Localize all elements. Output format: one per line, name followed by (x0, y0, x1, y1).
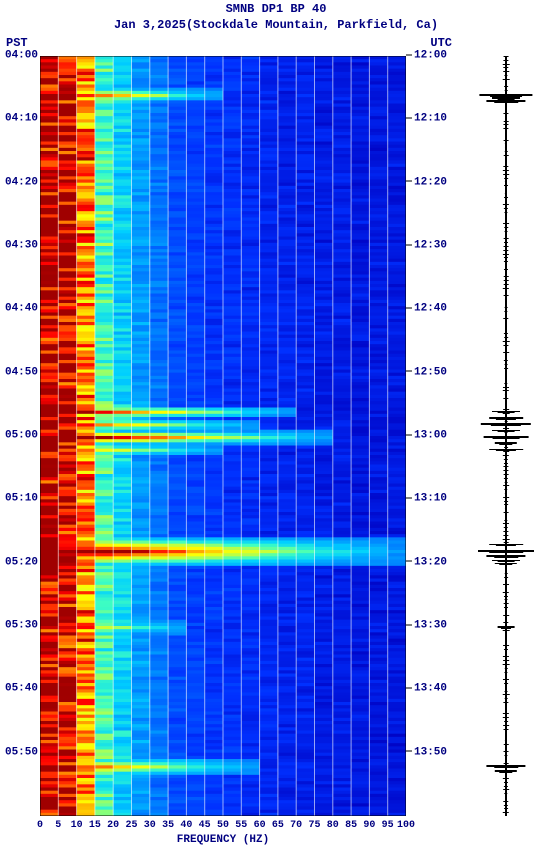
x-tick-label: 5 (55, 820, 61, 831)
x-tick-label: 80 (327, 820, 339, 831)
y-tick-label: 12:20 (406, 177, 447, 188)
x-tick-label: 65 (272, 820, 284, 831)
y-tick-label: 04:10 (5, 114, 38, 125)
x-tick-label: 95 (382, 820, 394, 831)
y-tick-label: 13:10 (406, 494, 447, 505)
y-tick-label: 13:40 (406, 684, 447, 695)
y-tick-label: 13:00 (406, 431, 447, 442)
y-tick-label: 13:50 (406, 747, 447, 758)
y-tick-label: 04:40 (5, 304, 38, 315)
y-tick-label: 12:50 (406, 367, 447, 378)
y-tick-label: 12:00 (406, 51, 447, 62)
x-tick-label: 20 (107, 820, 119, 831)
date-location: Jan 3,2025(Stockdale Mountain, Parkfield… (114, 18, 438, 34)
y-tick-label: 04:20 (5, 177, 38, 188)
x-tick-label: 10 (71, 820, 83, 831)
seismogram-trace (478, 56, 534, 816)
x-tick-label: 100 (397, 820, 415, 831)
x-tick-label: 15 (89, 820, 101, 831)
x-tick-label: 55 (235, 820, 247, 831)
x-tick-label: 30 (144, 820, 156, 831)
y-tick-label: 13:20 (406, 557, 447, 568)
y-tick-label: 04:00 (5, 51, 38, 62)
y-tick-label: 05:50 (5, 747, 38, 758)
y-tick-label: 12:30 (406, 241, 447, 252)
x-axis-label: FREQUENCY (HZ) (40, 834, 406, 846)
x-axis: 0510152025303540455055606570758085909510… (40, 820, 406, 860)
plot-title: SMNB DP1 BP 40 (0, 2, 552, 18)
x-tick-label: 70 (290, 820, 302, 831)
x-tick-label: 35 (162, 820, 174, 831)
y-axis-left: 04:0004:1004:2004:3004:4004:5005:0005:10… (0, 56, 40, 816)
y-tick-label: 04:30 (5, 241, 38, 252)
y-tick-label: 05:10 (5, 494, 38, 505)
x-tick-label: 40 (180, 820, 192, 831)
y-tick-label: 13:30 (406, 621, 447, 632)
x-tick-label: 45 (199, 820, 211, 831)
x-tick-label: 90 (363, 820, 375, 831)
y-tick-label: 12:40 (406, 304, 447, 315)
x-tick-label: 25 (125, 820, 137, 831)
y-tick-label: 12:10 (406, 114, 447, 125)
y-tick-label: 05:20 (5, 557, 38, 568)
y-axis-right: 12:0012:1012:2012:3012:4012:5013:0013:10… (406, 56, 452, 816)
x-tick-label: 0 (37, 820, 43, 831)
y-tick-label: 05:40 (5, 684, 38, 695)
x-tick-label: 75 (308, 820, 320, 831)
x-tick-label: 60 (254, 820, 266, 831)
spectrogram-plot (40, 56, 406, 816)
y-tick-label: 05:00 (5, 431, 38, 442)
x-tick-label: 85 (345, 820, 357, 831)
y-tick-label: 05:30 (5, 621, 38, 632)
y-tick-label: 04:50 (5, 367, 38, 378)
x-tick-label: 50 (217, 820, 229, 831)
